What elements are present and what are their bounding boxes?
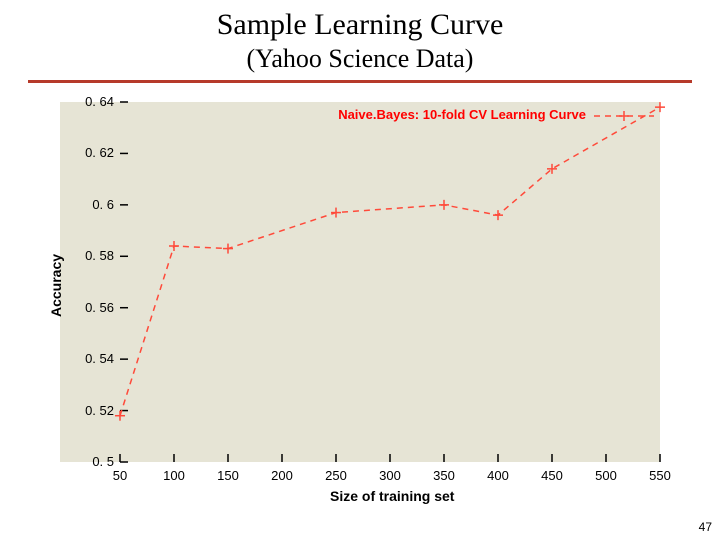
legend-label: Naive.Bayes: 10-fold CV Learning Curve bbox=[338, 107, 586, 122]
slide-root: Sample Learning Curve (Yahoo Science Dat… bbox=[0, 0, 720, 540]
y-tick-label: 0. 5 bbox=[92, 454, 114, 469]
x-tick-label: 200 bbox=[271, 468, 293, 483]
y-tick-label: 0. 62 bbox=[85, 145, 114, 160]
y-axis-label: Accuracy bbox=[48, 254, 64, 317]
x-axis-label: Size of training set bbox=[330, 488, 454, 504]
y-tick-label: 0. 6 bbox=[92, 197, 114, 212]
x-tick-label: 400 bbox=[487, 468, 509, 483]
x-tick-label: 150 bbox=[217, 468, 239, 483]
x-tick-label: 250 bbox=[325, 468, 347, 483]
x-tick-label: 450 bbox=[541, 468, 563, 483]
slide-subtitle: (Yahoo Science Data) bbox=[0, 44, 720, 74]
slide-title: Sample Learning Curve bbox=[0, 8, 720, 42]
x-tick-label: 100 bbox=[163, 468, 185, 483]
x-tick-label: 300 bbox=[379, 468, 401, 483]
chart-svg bbox=[40, 92, 680, 512]
x-tick-label: 550 bbox=[649, 468, 671, 483]
y-tick-label: 0. 54 bbox=[85, 351, 114, 366]
x-tick-label: 50 bbox=[113, 468, 127, 483]
x-tick-label: 350 bbox=[433, 468, 455, 483]
y-tick-label: 0. 52 bbox=[85, 403, 114, 418]
series-line bbox=[120, 107, 660, 416]
y-tick-label: 0. 64 bbox=[85, 94, 114, 109]
y-tick-label: 0. 56 bbox=[85, 300, 114, 315]
title-rule bbox=[28, 80, 692, 83]
page-number: 47 bbox=[699, 520, 712, 534]
learning-curve-chart: 50 100 150 200 250 300 350 400 450 500 550 0. 5 0. 5… bbox=[40, 92, 680, 512]
y-tick-label: 0. 58 bbox=[85, 248, 114, 263]
x-tick-label: 500 bbox=[595, 468, 617, 483]
